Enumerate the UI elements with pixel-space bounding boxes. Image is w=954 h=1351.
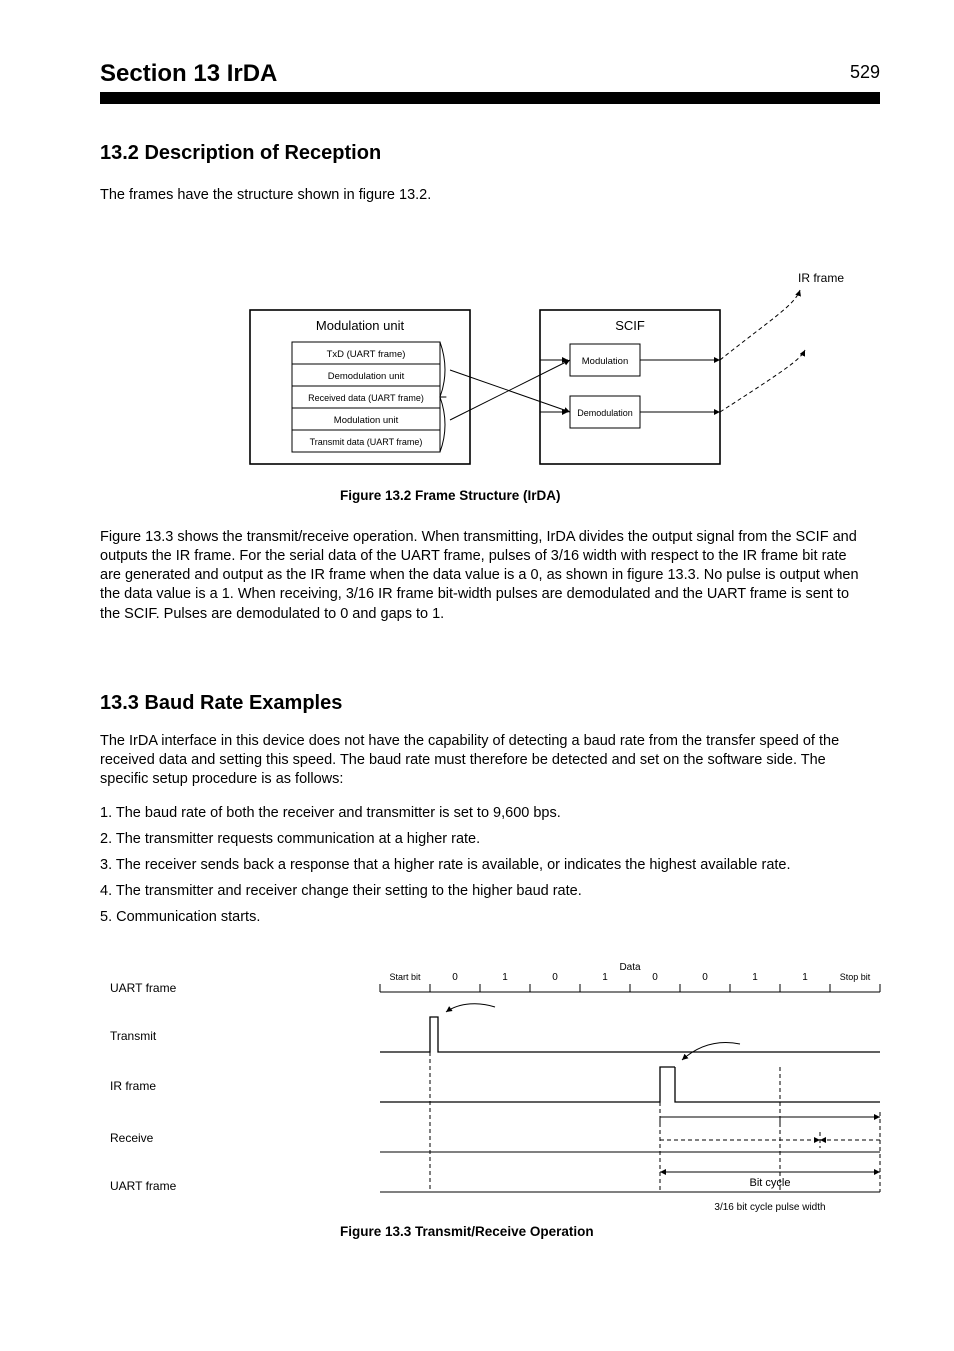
label-modulation-unit: Modulation unit (316, 318, 405, 333)
body-para-2: The IrDA interface in this device does n… (100, 732, 870, 789)
svg-text:1: 1 (502, 972, 508, 983)
intro-text: The frames have the structure shown in f… (100, 186, 860, 205)
left-rows: TxD (UART frame) Demodulation unit Recei… (292, 342, 440, 452)
svg-text:0: 0 (652, 972, 658, 983)
svg-text:0: 0 (702, 972, 708, 983)
svg-text:Transmit: Transmit (110, 1029, 157, 1043)
svg-text:3/16 bit cycle pulse width: 3/16 bit cycle pulse width (714, 1202, 825, 1213)
list-item: 2. The transmitter requests communicatio… (100, 828, 870, 852)
svg-text:Demodulation: Demodulation (577, 408, 633, 418)
svg-text:Modulation: Modulation (582, 356, 628, 367)
svg-text:1: 1 (802, 972, 808, 983)
svg-text:1: 1 (602, 972, 608, 983)
svg-text:Stop bit: Stop bit (840, 972, 871, 982)
svg-text:UART frame: UART frame (110, 981, 177, 995)
figure-13-3-diagram: UART frame Transmit IR frame Receive UAR… (100, 962, 890, 1222)
body-para-1: Figure 13.3 shows the transmit/receive o… (100, 528, 870, 624)
list-item: 5. Communication starts. (100, 906, 870, 930)
svg-text:Data: Data (619, 962, 641, 973)
label-scif: SCIF (615, 318, 645, 333)
heading-13-3: 13.3 Baud Rate Examples (100, 692, 342, 715)
svg-text:Receive: Receive (110, 1131, 154, 1145)
figure-13-2-caption: Figure 13.2 Frame Structure (IrDA) (340, 488, 561, 503)
list-item: 4. The transmitter and receiver change t… (100, 880, 870, 904)
svg-text:Received data (UART frame): Received data (UART frame) (308, 393, 424, 403)
svg-text:Start bit: Start bit (389, 972, 421, 982)
header-section: Section 13 IrDA (100, 60, 277, 88)
header-page-number: 529 (850, 62, 880, 83)
svg-text:TxD (UART frame): TxD (UART frame) (327, 349, 406, 360)
svg-text:0: 0 (552, 972, 558, 983)
svg-text:Modulation unit: Modulation unit (334, 415, 399, 426)
header-rule (100, 92, 880, 104)
svg-text:IR frame: IR frame (110, 1079, 156, 1093)
heading-13-2: 13.2 Description of Reception (100, 142, 381, 165)
figure-13-3-caption: Figure 13.3 Transmit/Receive Operation (340, 1224, 594, 1239)
setup-steps-list: 1. The baud rate of both the receiver an… (100, 802, 870, 932)
svg-text:Demodulation unit: Demodulation unit (328, 371, 405, 382)
list-item: 3. The receiver sends back a response th… (100, 854, 870, 878)
svg-text:1: 1 (752, 972, 758, 983)
label-ir-frame: IR frame (798, 271, 844, 285)
svg-text:Bit cycle: Bit cycle (750, 1177, 791, 1189)
list-item: 1. The baud rate of both the receiver an… (100, 802, 870, 826)
svg-text:Transmit data (UART frame): Transmit data (UART frame) (310, 437, 423, 447)
svg-text:0: 0 (452, 972, 458, 983)
svg-text:UART frame: UART frame (110, 1179, 177, 1193)
